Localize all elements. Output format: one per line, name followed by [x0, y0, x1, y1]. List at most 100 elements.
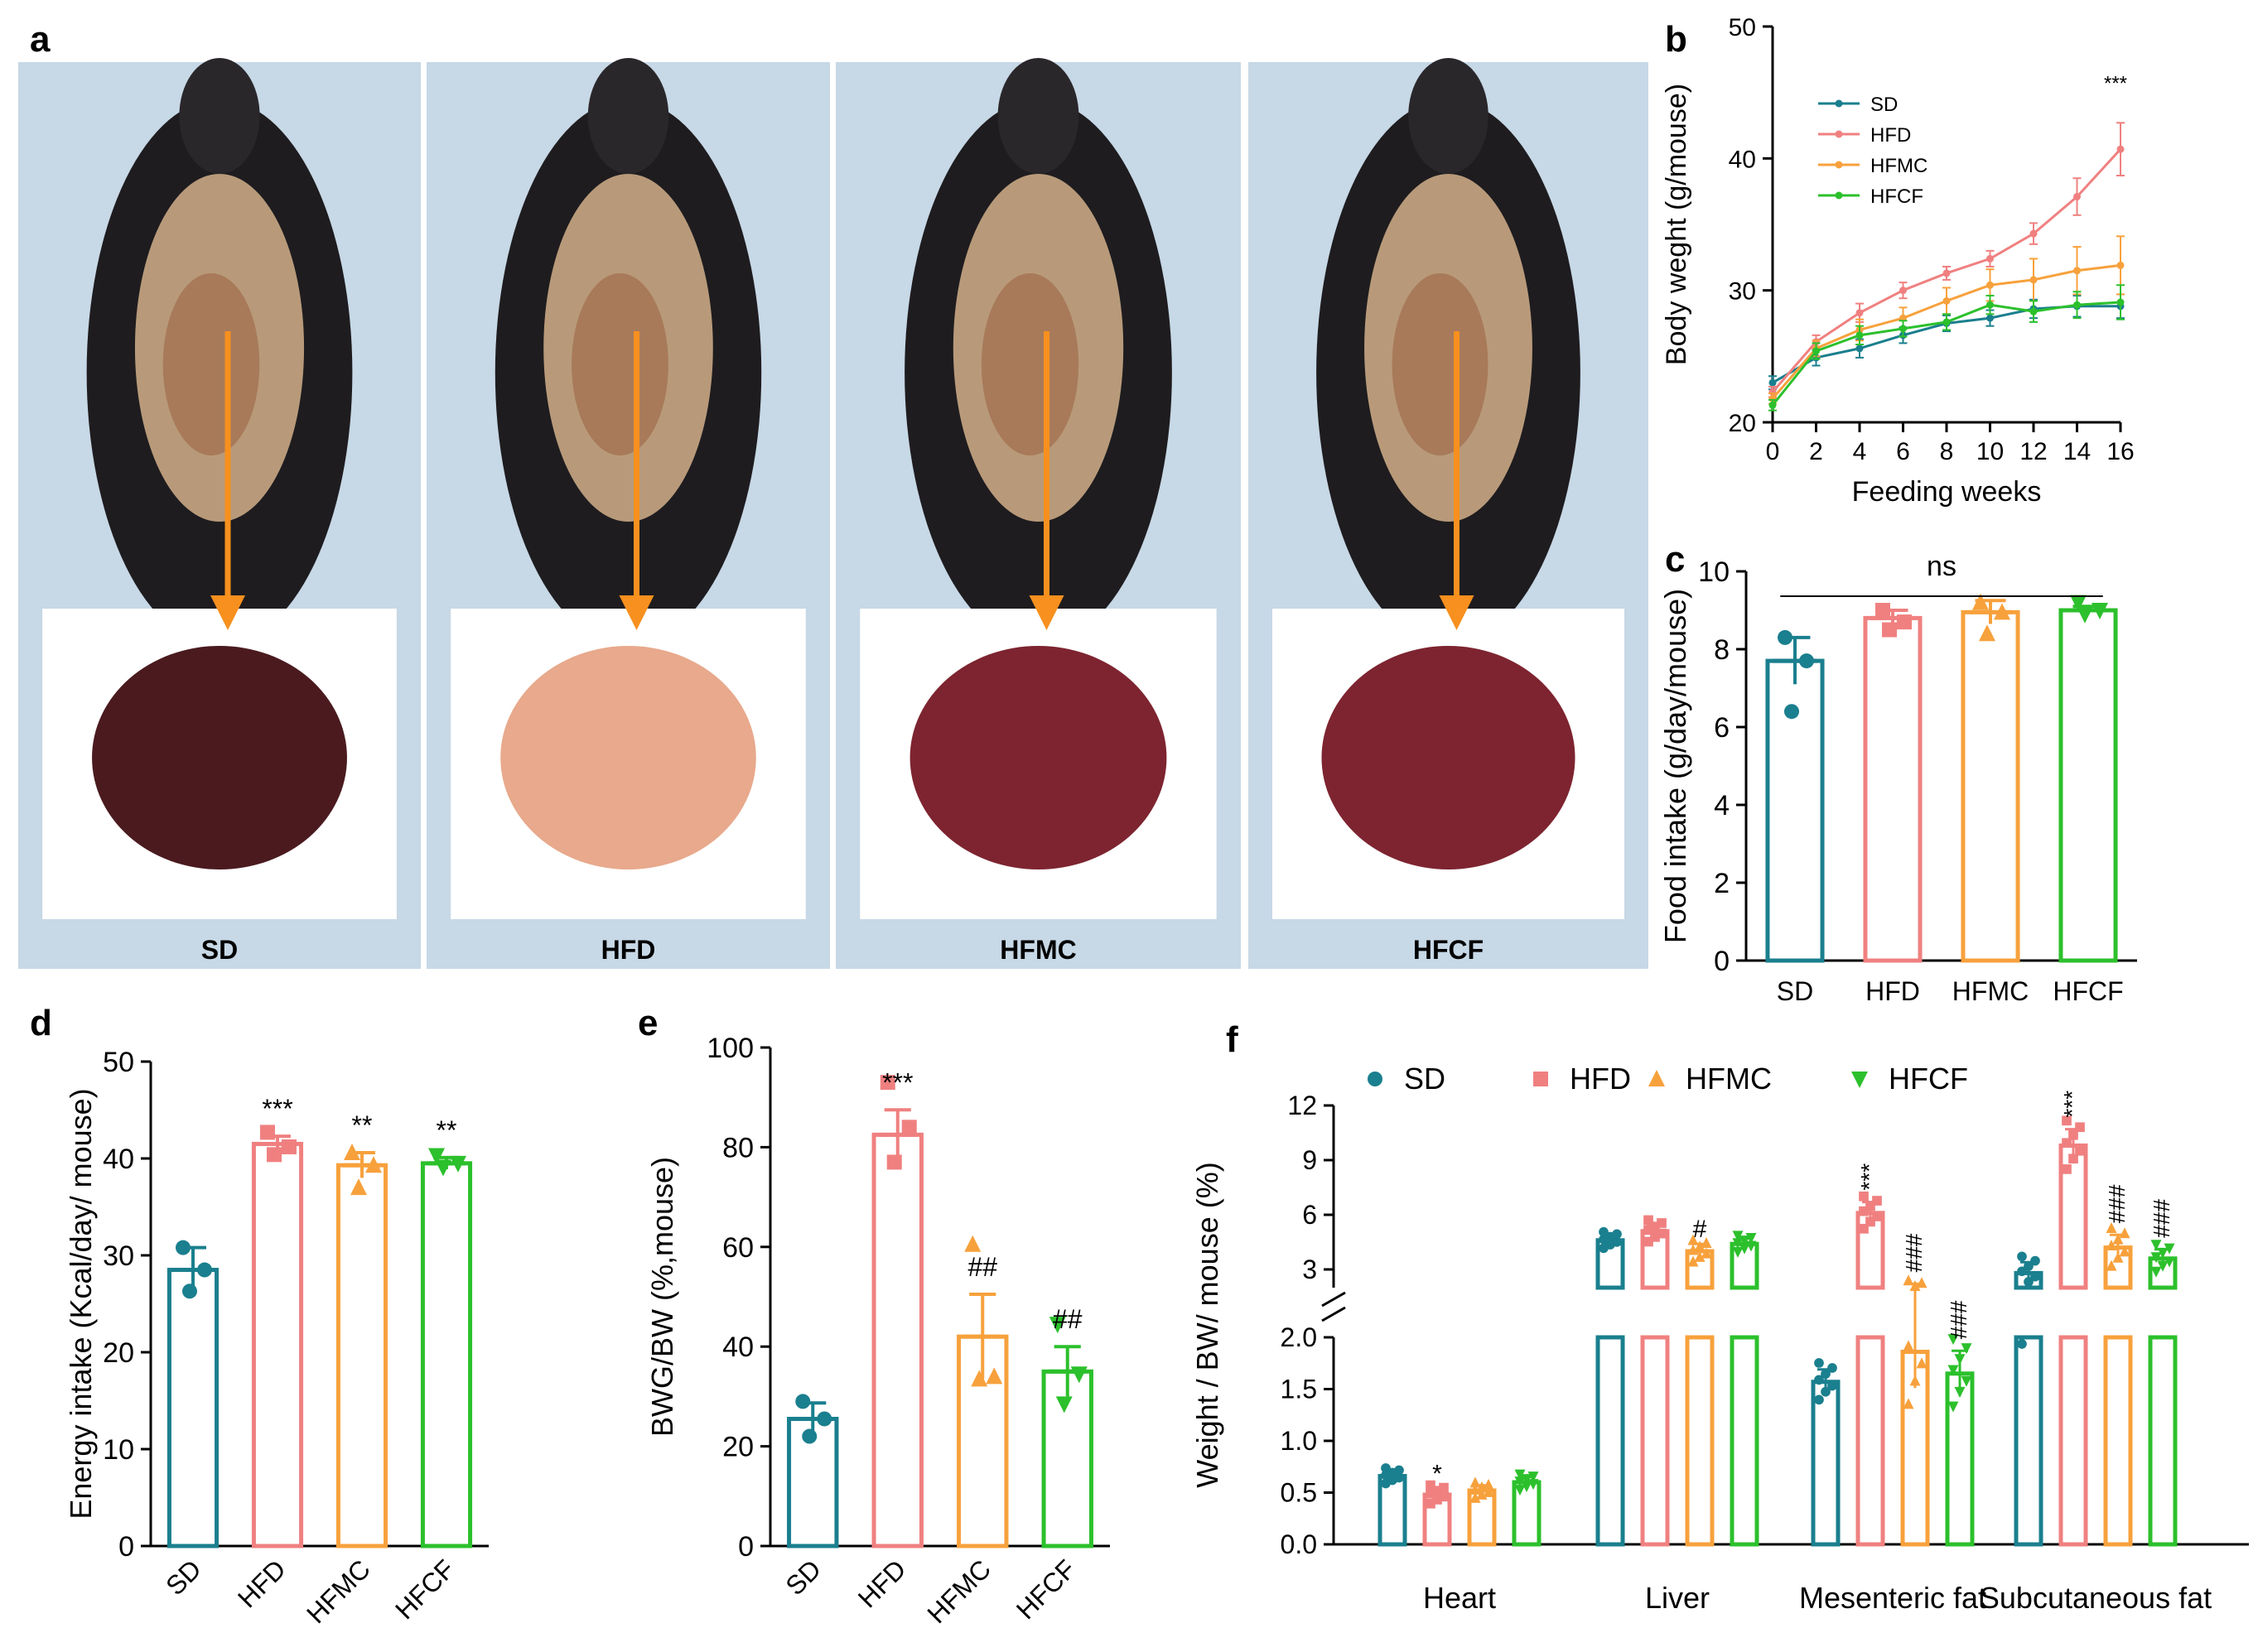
x-tick-label: SD [1777, 976, 1813, 1006]
data-point [2106, 1259, 2117, 1271]
data-point [986, 1367, 1003, 1385]
data-point [1942, 296, 1951, 305]
data-point [2029, 229, 2038, 238]
y-tick-label: 20 [722, 1432, 754, 1463]
data-point [2075, 1145, 2085, 1156]
data-point [795, 1394, 811, 1409]
significance-label: *** [2059, 1091, 2085, 1118]
bar [1945, 1371, 1975, 1547]
data-point [1986, 301, 1994, 309]
bar [2058, 608, 2118, 963]
significance-label: ### [1946, 1300, 1971, 1339]
data-point [1739, 1243, 1750, 1255]
group-label: Subcutaneous fat [1980, 1581, 2212, 1615]
x-tick-label: 8 [1940, 438, 1954, 465]
data-point [1694, 1250, 1706, 1262]
significance-label: * [1432, 1461, 1442, 1488]
data-point [2164, 1256, 2175, 1268]
data-point [2116, 145, 2125, 153]
data-point [2030, 1271, 2040, 1282]
legend-label: HFD [1570, 1062, 1631, 1096]
x-tick-label: 2 [1809, 438, 1823, 465]
data-point [1527, 1471, 1539, 1483]
data-point [1961, 1375, 1972, 1387]
y-tick-label: 0 [118, 1531, 134, 1563]
legend-marker [1835, 130, 1843, 138]
data-point [2017, 1251, 2027, 1262]
data-point [2119, 1227, 2130, 1239]
data-point [1432, 1486, 1442, 1496]
bar-group-hfd [1863, 603, 1923, 963]
photo-hfmc: HFMC [836, 58, 1241, 969]
y-tick-label: 0.5 [1281, 1478, 1317, 1508]
bar [420, 1161, 473, 1548]
data-point [1514, 1476, 1526, 1488]
data-point [1942, 269, 1951, 277]
bar [335, 1163, 388, 1548]
data-point [1612, 1229, 1622, 1240]
data-point [1732, 1231, 1744, 1242]
data-point [1643, 1236, 1653, 1247]
data-point [2164, 1243, 2175, 1255]
panel-letter-e: e [638, 1003, 658, 1043]
data-point [1599, 1226, 1609, 1237]
mouse-organs [572, 273, 668, 455]
x-tick-label: HFD [852, 1553, 912, 1613]
data-point [1739, 1235, 1750, 1247]
data-point [1986, 254, 1994, 262]
data-point [1483, 1478, 1494, 1490]
y-axis-label: Food intake (g/day/mouse) [1658, 589, 1692, 943]
legend-marker [1851, 1072, 1868, 1088]
data-point [1687, 1255, 1699, 1267]
bar [166, 1268, 220, 1548]
y-tick-label: 50 [1729, 14, 1756, 41]
data-point [2070, 595, 2087, 612]
y-axis-label: Body weght (g/mouse) [1661, 84, 1692, 365]
data-point [2073, 193, 2081, 201]
data-point [2150, 1252, 2162, 1264]
data-point [2073, 301, 2081, 309]
y-tick-label: 80 [722, 1132, 754, 1163]
data-point [2150, 1240, 2162, 1251]
significance-label: ### [1901, 1233, 1927, 1272]
significance-label: # [1693, 1216, 1707, 1243]
bar-lower-segment [2014, 1335, 2043, 1547]
significance-label: ## [1053, 1304, 1083, 1334]
photo-hfcf: HFCF [1248, 58, 1648, 969]
legend-label: HFMC [1686, 1062, 1772, 1096]
mouse-organs [981, 273, 1079, 455]
y-tick-label: 1.5 [1281, 1375, 1317, 1404]
series-hfd [1768, 122, 2125, 398]
data-point [1732, 1238, 1744, 1250]
data-point [1821, 1369, 1831, 1379]
data-point [1426, 1488, 1435, 1499]
data-point [1855, 331, 1864, 340]
data-point [1903, 1274, 1914, 1286]
x-axis-label: Feeding weeks [1852, 476, 2042, 508]
data-point [1903, 1340, 1914, 1351]
data-point [1483, 1486, 1494, 1497]
x-tick-label: 12 [2019, 438, 2047, 465]
data-point [1827, 1380, 1837, 1391]
data-point [964, 1235, 982, 1252]
legend-marker [1835, 99, 1843, 108]
liver-image [92, 646, 347, 869]
data-point [802, 1428, 818, 1444]
y-tick-label: 50 [103, 1047, 134, 1078]
data-point [1657, 1218, 1667, 1228]
data-point [1827, 1363, 1837, 1373]
ns-label: ns [1927, 551, 1956, 582]
y-tick-label: 20 [103, 1337, 134, 1369]
data-point [1994, 603, 2010, 620]
data-point [350, 1178, 367, 1196]
y-tick-label: 12 [1287, 1091, 1317, 1120]
data-point [1701, 1247, 1712, 1259]
significance-label: *** [1856, 1163, 1882, 1191]
data-point [1865, 1201, 1875, 1211]
data-point [1859, 1191, 1869, 1202]
y-axis-label: Weight / BW/ mouse (%) [1190, 1162, 1224, 1487]
data-point [1814, 1375, 1824, 1385]
data-point [344, 1143, 360, 1160]
legend-marker [1368, 1072, 1382, 1086]
